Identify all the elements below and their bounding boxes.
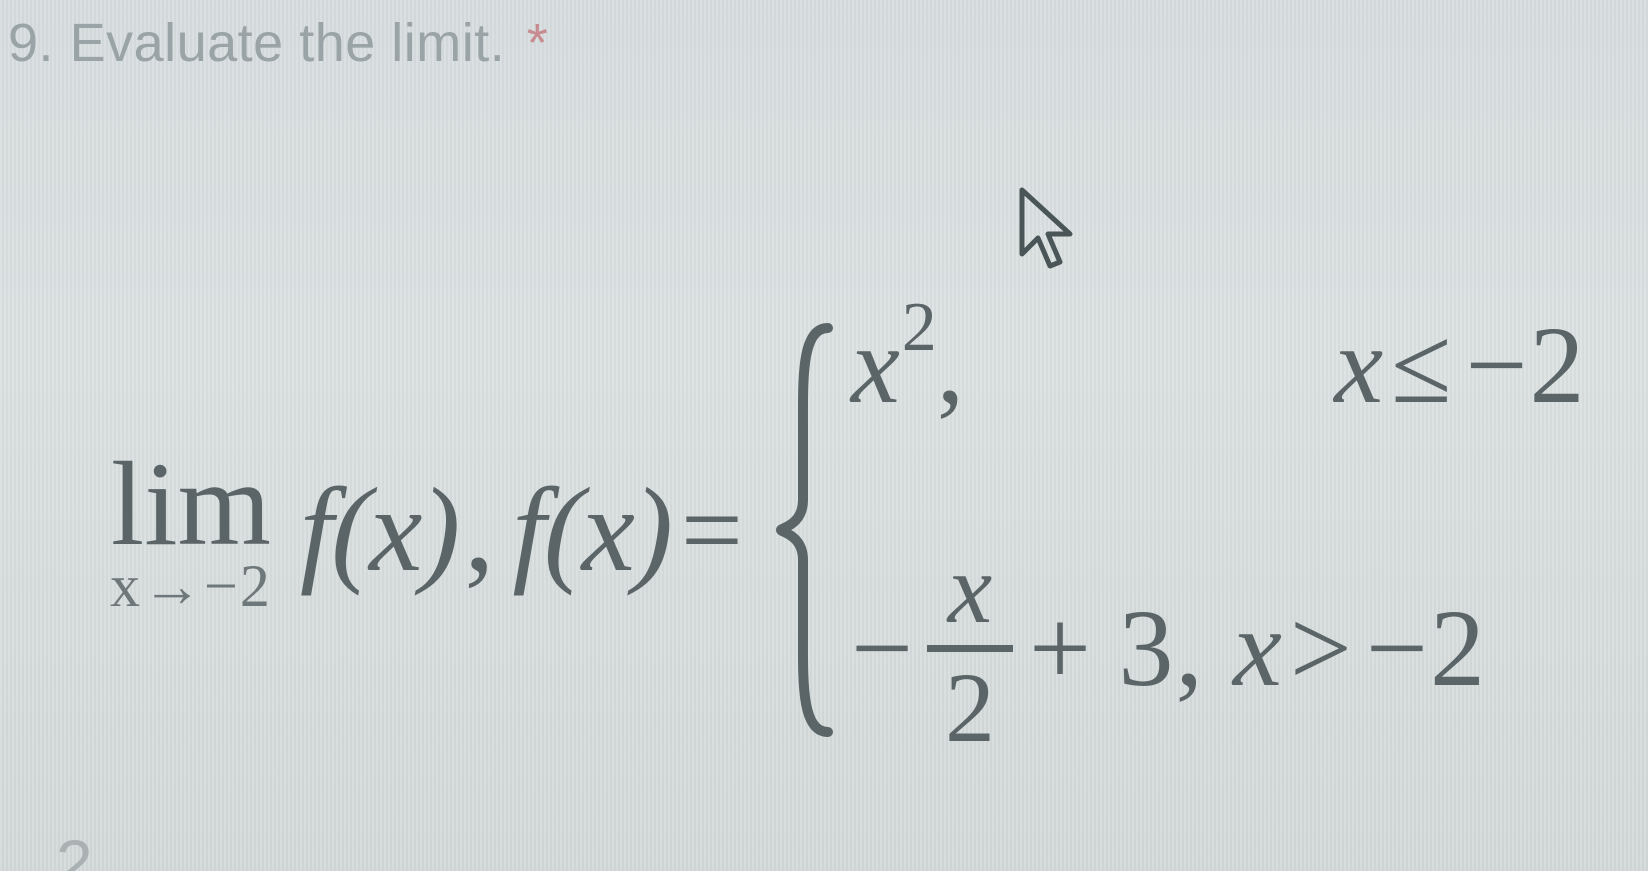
f-of-x-1: f(x) [300,463,459,596]
cond2-var: x [1233,587,1284,709]
cond2-op: > [1290,587,1354,709]
lim-subscript: x→−2 [110,556,272,616]
math-expression: lim x→−2 f(x) , f(x) = x2 , x≤−2 [110,320,1628,740]
piece-2: − x 2 + 3 , x>−2 [851,539,1593,758]
cond2-val: −2 [1366,587,1487,709]
piecewise-cases: x2 , x≤−2 − x 2 + 3 , x>−2 [851,320,1593,740]
question-heading: 9. Evaluate the limit. * [8,12,548,74]
cutoff-text: 2 [56,825,93,871]
piece-2-tail: + 3 [1029,585,1174,712]
mouse-cursor-icon [1014,186,1084,281]
piece-1: x2 , x≤−2 [851,302,1593,429]
piece-1-comma: , [937,302,965,429]
separator-comma: , [464,461,494,599]
fraction-bar [927,645,1013,652]
question-number: 9. [8,13,54,73]
left-brace-icon [773,320,843,740]
piece-1-expression: x2 [851,302,935,429]
piece-2-fraction: x 2 [927,539,1013,758]
x-base: x [851,302,900,429]
piecewise-definition: x2 , x≤−2 − x 2 + 3 , x>−2 [773,320,1593,740]
limit-argument: f(x) [300,461,459,599]
f-of-x-2: f(x) [512,463,671,596]
x-exponent: 2 [902,288,937,368]
piece-2-condition: x>−2 [1233,585,1493,712]
piece-2-minus: − [851,585,913,712]
fraction-denominator: 2 [927,658,1013,758]
lim-text: lim [111,444,271,564]
piece-1-condition: x≤−2 [1334,302,1592,429]
fraction-numerator: x [930,539,1010,639]
cond1-var: x [1334,304,1385,426]
cond1-val: −2 [1465,304,1586,426]
question-prompt: Evaluate the limit. [70,13,506,73]
equals-sign: = [681,467,743,594]
required-asterisk: * [527,13,549,73]
piece-2-comma: , [1176,585,1204,712]
limit-operator: lim x→−2 [110,444,272,616]
definition-lhs: f(x) [512,461,671,599]
cond1-op: ≤ [1391,304,1453,426]
